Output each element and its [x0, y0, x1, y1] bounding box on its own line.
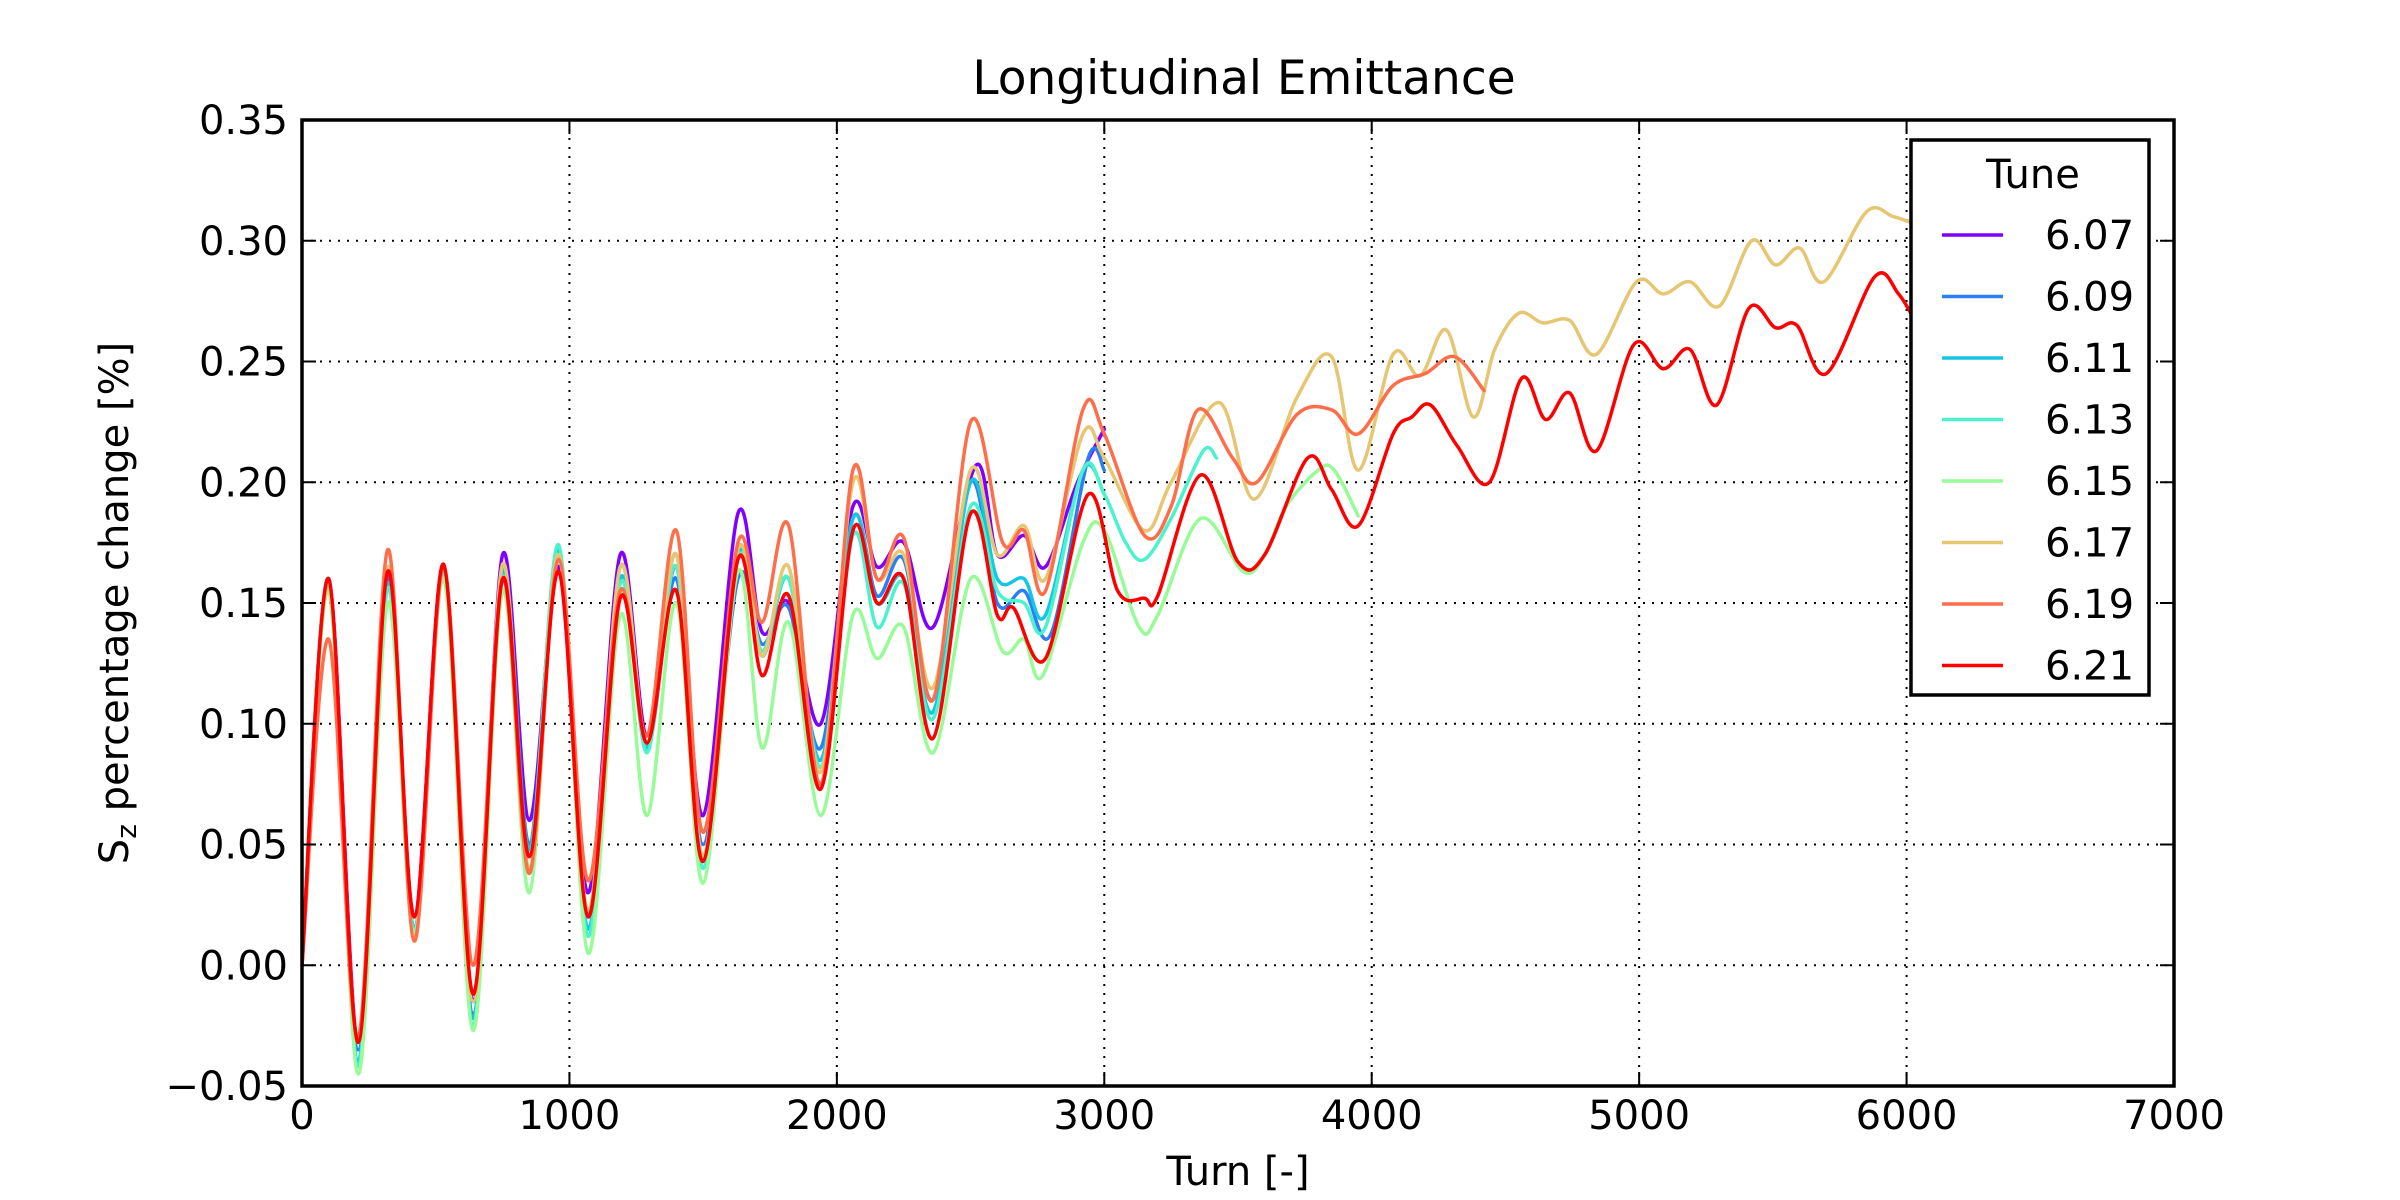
x-tick-label: 5000 [1588, 1093, 1690, 1139]
legend-label: 6.11 [2045, 336, 2134, 382]
series-line-6.13 [302, 445, 1219, 1069]
y-tick-label: 0.30 [199, 219, 288, 265]
chart-title: Longitudinal Emittance [972, 51, 1515, 106]
x-tick-label: 2000 [786, 1093, 888, 1139]
legend-label: 6.17 [2045, 521, 2134, 567]
y-axis-label: Sz percentage change [%] [92, 342, 143, 864]
x-tick-label: 7000 [2123, 1093, 2225, 1139]
series-line-6.17 [302, 205, 1917, 1045]
x-tick-label: 6000 [1856, 1093, 1958, 1139]
y-tick-label: 0.05 [199, 823, 288, 869]
y-tick-label: 0.10 [199, 702, 288, 748]
legend-label: 6.21 [2045, 644, 2134, 690]
legend-label: 6.09 [2045, 275, 2134, 321]
grid-lines [302, 120, 2174, 1086]
y-tick-label: 0.20 [199, 460, 288, 506]
x-tick-labels: 0 1000 2000 3000 4000 5000 6000 7000 [289, 1093, 2225, 1139]
legend-label: 6.13 [2045, 398, 2134, 444]
series-line-6.21 [302, 271, 1920, 1045]
legend-items: 6.07 6.09 6.11 6.13 6.15 6.17 6.19 6.21 [1942, 213, 2134, 690]
y-axis-label-subscript: z [110, 824, 143, 839]
x-tick-label: 0 [289, 1093, 314, 1139]
legend: Tune 6.07 6.09 6.11 6.13 6.15 6.17 6.19 6.21 [1909, 138, 2151, 697]
legend-box [1909, 138, 2151, 697]
x-tick-label: 4000 [1321, 1093, 1423, 1139]
y-tick-label: 0.25 [199, 340, 288, 386]
y-tick-label: 0.35 [199, 98, 288, 144]
legend-label: 6.19 [2045, 582, 2134, 628]
y-axis-label-main: S [92, 839, 138, 864]
x-tick-label: 3000 [1053, 1093, 1155, 1139]
axis-ticks [301, 119, 2175, 1087]
y-tick-labels: −0.05 0.00 0.05 0.10 0.15 0.20 0.25 0.30 0.35 [165, 98, 288, 1110]
y-tick-label: 0.15 [199, 581, 288, 627]
y-tick-label: 0.00 [199, 943, 288, 989]
x-axis-label: Turn [-] [1165, 1149, 1309, 1195]
legend-title: Tune [1985, 152, 2080, 198]
series-line-6.15 [302, 463, 1361, 1076]
y-axis-label-rest: percentage change [%] [92, 342, 138, 824]
legend-label: 6.07 [2045, 213, 2134, 259]
series-lines [302, 205, 1920, 1076]
series-line-6.11 [302, 462, 1107, 1064]
x-tick-label: 1000 [519, 1093, 621, 1139]
legend-label: 6.15 [2045, 459, 2134, 505]
y-tick-label: −0.05 [165, 1064, 288, 1110]
